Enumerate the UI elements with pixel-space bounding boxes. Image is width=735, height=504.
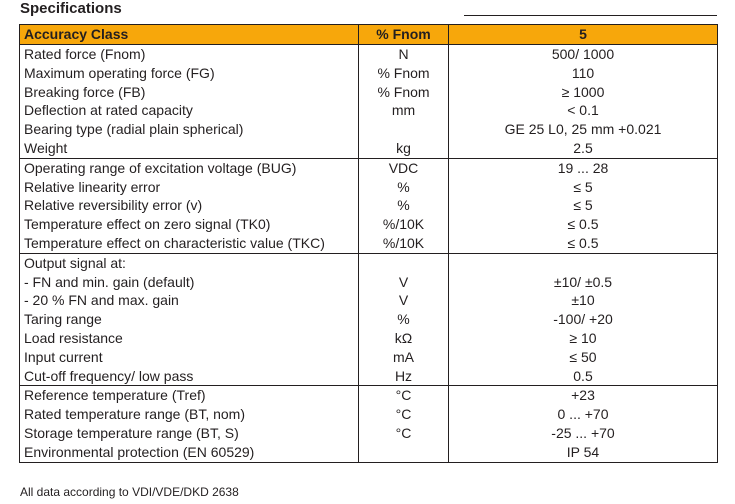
- row-unit: %: [358, 310, 449, 329]
- row-param: Rated temperature range (BT, nom): [19, 405, 359, 424]
- row-param: Deflection at rated capacity: [19, 101, 359, 121]
- footer-note: All data according to VDI/VDE/DKD 2638: [20, 485, 239, 499]
- row-unit: %/10K: [358, 233, 449, 254]
- table-row: Storage temperature range (BT, S) °C -25 .…: [19, 423, 718, 443]
- row-unit: °C: [358, 405, 449, 424]
- row-value: < 0.1: [448, 101, 718, 121]
- row-param: Storage temperature range (BT, S): [19, 423, 359, 443]
- row-unit: % Fnom: [358, 82, 449, 102]
- row-param: Rated force (Fnom): [19, 44, 359, 64]
- header-value: 5: [448, 24, 718, 45]
- table-row: Cut-off frequency/ low pass Hz 0.5: [19, 366, 718, 386]
- table-row: Input current mA ≤ 50: [19, 347, 718, 367]
- row-value: ≤ 5: [448, 177, 718, 197]
- row-param: Load resistance: [19, 328, 359, 348]
- table-row: Rated temperature range (BT, nom) °C 0 ...…: [19, 405, 718, 424]
- table-row: Load resistance kΩ ≥ 10: [19, 328, 718, 348]
- table-row: Relative linearity error% ≤ 5: [19, 177, 718, 197]
- table-row: Taring range% -100/ +20: [19, 310, 718, 329]
- row-param: Relative linearity error: [19, 177, 359, 197]
- row-value: IP 54: [448, 442, 718, 463]
- table-row: Rated force (Fnom) N 500/ 1000: [19, 44, 718, 64]
- row-value: ≤ 0.5: [448, 233, 718, 254]
- table-row: Maximum operating force (FG)% Fnom 110: [19, 63, 718, 83]
- row-value: ≤ 50: [448, 347, 718, 367]
- row-value: ≤ 0.5: [448, 215, 718, 234]
- row-unit: V: [358, 272, 449, 292]
- row-param: - 20 % FN and max. gain: [19, 291, 359, 311]
- top-divider: [464, 15, 717, 16]
- row-unit: [358, 252, 449, 273]
- table-row: Environmental protection (EN 60529) IP 54: [19, 442, 718, 463]
- row-unit: kΩ: [358, 328, 449, 348]
- row-unit: mA: [358, 347, 449, 367]
- row-param: Reference temperature (Tref): [19, 385, 359, 406]
- row-unit: VDC: [358, 157, 449, 178]
- row-unit: N: [358, 44, 449, 64]
- header-unit: % Fnom: [358, 24, 449, 45]
- row-param: - FN and min. gain (default): [19, 272, 359, 292]
- row-param: Input current: [19, 347, 359, 367]
- table-row: - FN and min. gain (default) V ±10/ ±0.5: [19, 272, 718, 292]
- row-param: Output signal at:: [19, 252, 359, 273]
- row-unit: % Fnom: [358, 63, 449, 83]
- row-unit: [358, 442, 449, 463]
- row-unit: [358, 120, 449, 139]
- row-value: ≥ 1000: [448, 82, 718, 102]
- table-row: Deflection at rated capacity mm < 0.1: [19, 101, 718, 121]
- table-row: - 20 % FN and max. gain V ±10: [19, 291, 718, 311]
- table-row: Temperature effect on zero signal (TK0)%…: [19, 215, 718, 234]
- table-row: Output signal at:: [19, 252, 718, 273]
- row-value: ≤ 5: [448, 196, 718, 216]
- header-param: Accuracy Class: [19, 24, 359, 45]
- row-unit: V: [358, 291, 449, 311]
- table-row: Operating range of excitation voltage (B…: [19, 157, 718, 178]
- row-unit: mm: [358, 101, 449, 121]
- row-value: 19 ... 28: [448, 157, 718, 178]
- row-param: Breaking force (FB): [19, 82, 359, 102]
- row-value: ±10/ ±0.5: [448, 272, 718, 292]
- row-unit: %: [358, 196, 449, 216]
- table-row: Bearing type (radial plain spherical) GE …: [19, 120, 718, 139]
- row-value: [448, 252, 718, 273]
- row-param: Relative reversibility error (v): [19, 196, 359, 216]
- row-value: 500/ 1000: [448, 44, 718, 64]
- row-value: 2.5: [448, 138, 718, 159]
- row-value: 0 ... +70: [448, 405, 718, 424]
- table-row: Weight kg 2.5: [19, 138, 718, 159]
- row-value: GE 25 L0, 25 mm +0.021: [448, 120, 718, 139]
- row-value: 110: [448, 63, 718, 83]
- row-unit: °C: [358, 423, 449, 443]
- table-row: Temperature effect on characteristic val…: [19, 233, 718, 254]
- row-value: ±10: [448, 291, 718, 311]
- table-row: Relative reversibility error (v)% ≤ 5: [19, 196, 718, 216]
- specifications-table: Accuracy Class % Fnom 5 Rated force (Fno…: [19, 24, 718, 463]
- row-unit: Hz: [358, 366, 449, 386]
- page-title: Specifications: [20, 0, 122, 17]
- row-value: ≥ 10: [448, 328, 718, 348]
- row-param: Environmental protection (EN 60529): [19, 442, 359, 463]
- row-param: Bearing type (radial plain spherical): [19, 120, 359, 139]
- row-param: Operating range of excitation voltage (B…: [19, 157, 359, 178]
- row-param: Temperature effect on zero signal (TK0): [19, 215, 359, 234]
- table-header-row: Accuracy Class % Fnom 5: [19, 24, 718, 45]
- row-value: -100/ +20: [448, 310, 718, 329]
- row-unit: %: [358, 177, 449, 197]
- row-value: +23: [448, 385, 718, 406]
- row-param: Cut-off frequency/ low pass: [19, 366, 359, 386]
- row-param: Taring range: [19, 310, 359, 329]
- row-param: Temperature effect on characteristic val…: [19, 233, 359, 254]
- row-value: 0.5: [448, 366, 718, 386]
- row-unit: kg: [358, 138, 449, 159]
- table-row: Reference temperature (Tref) °C +23: [19, 385, 718, 406]
- row-unit: %/10K: [358, 215, 449, 234]
- row-param: Weight: [19, 138, 359, 159]
- row-value: -25 ... +70: [448, 423, 718, 443]
- row-param: Maximum operating force (FG): [19, 63, 359, 83]
- table-row: Breaking force (FB)% Fnom ≥ 1000: [19, 82, 718, 102]
- row-unit: °C: [358, 385, 449, 406]
